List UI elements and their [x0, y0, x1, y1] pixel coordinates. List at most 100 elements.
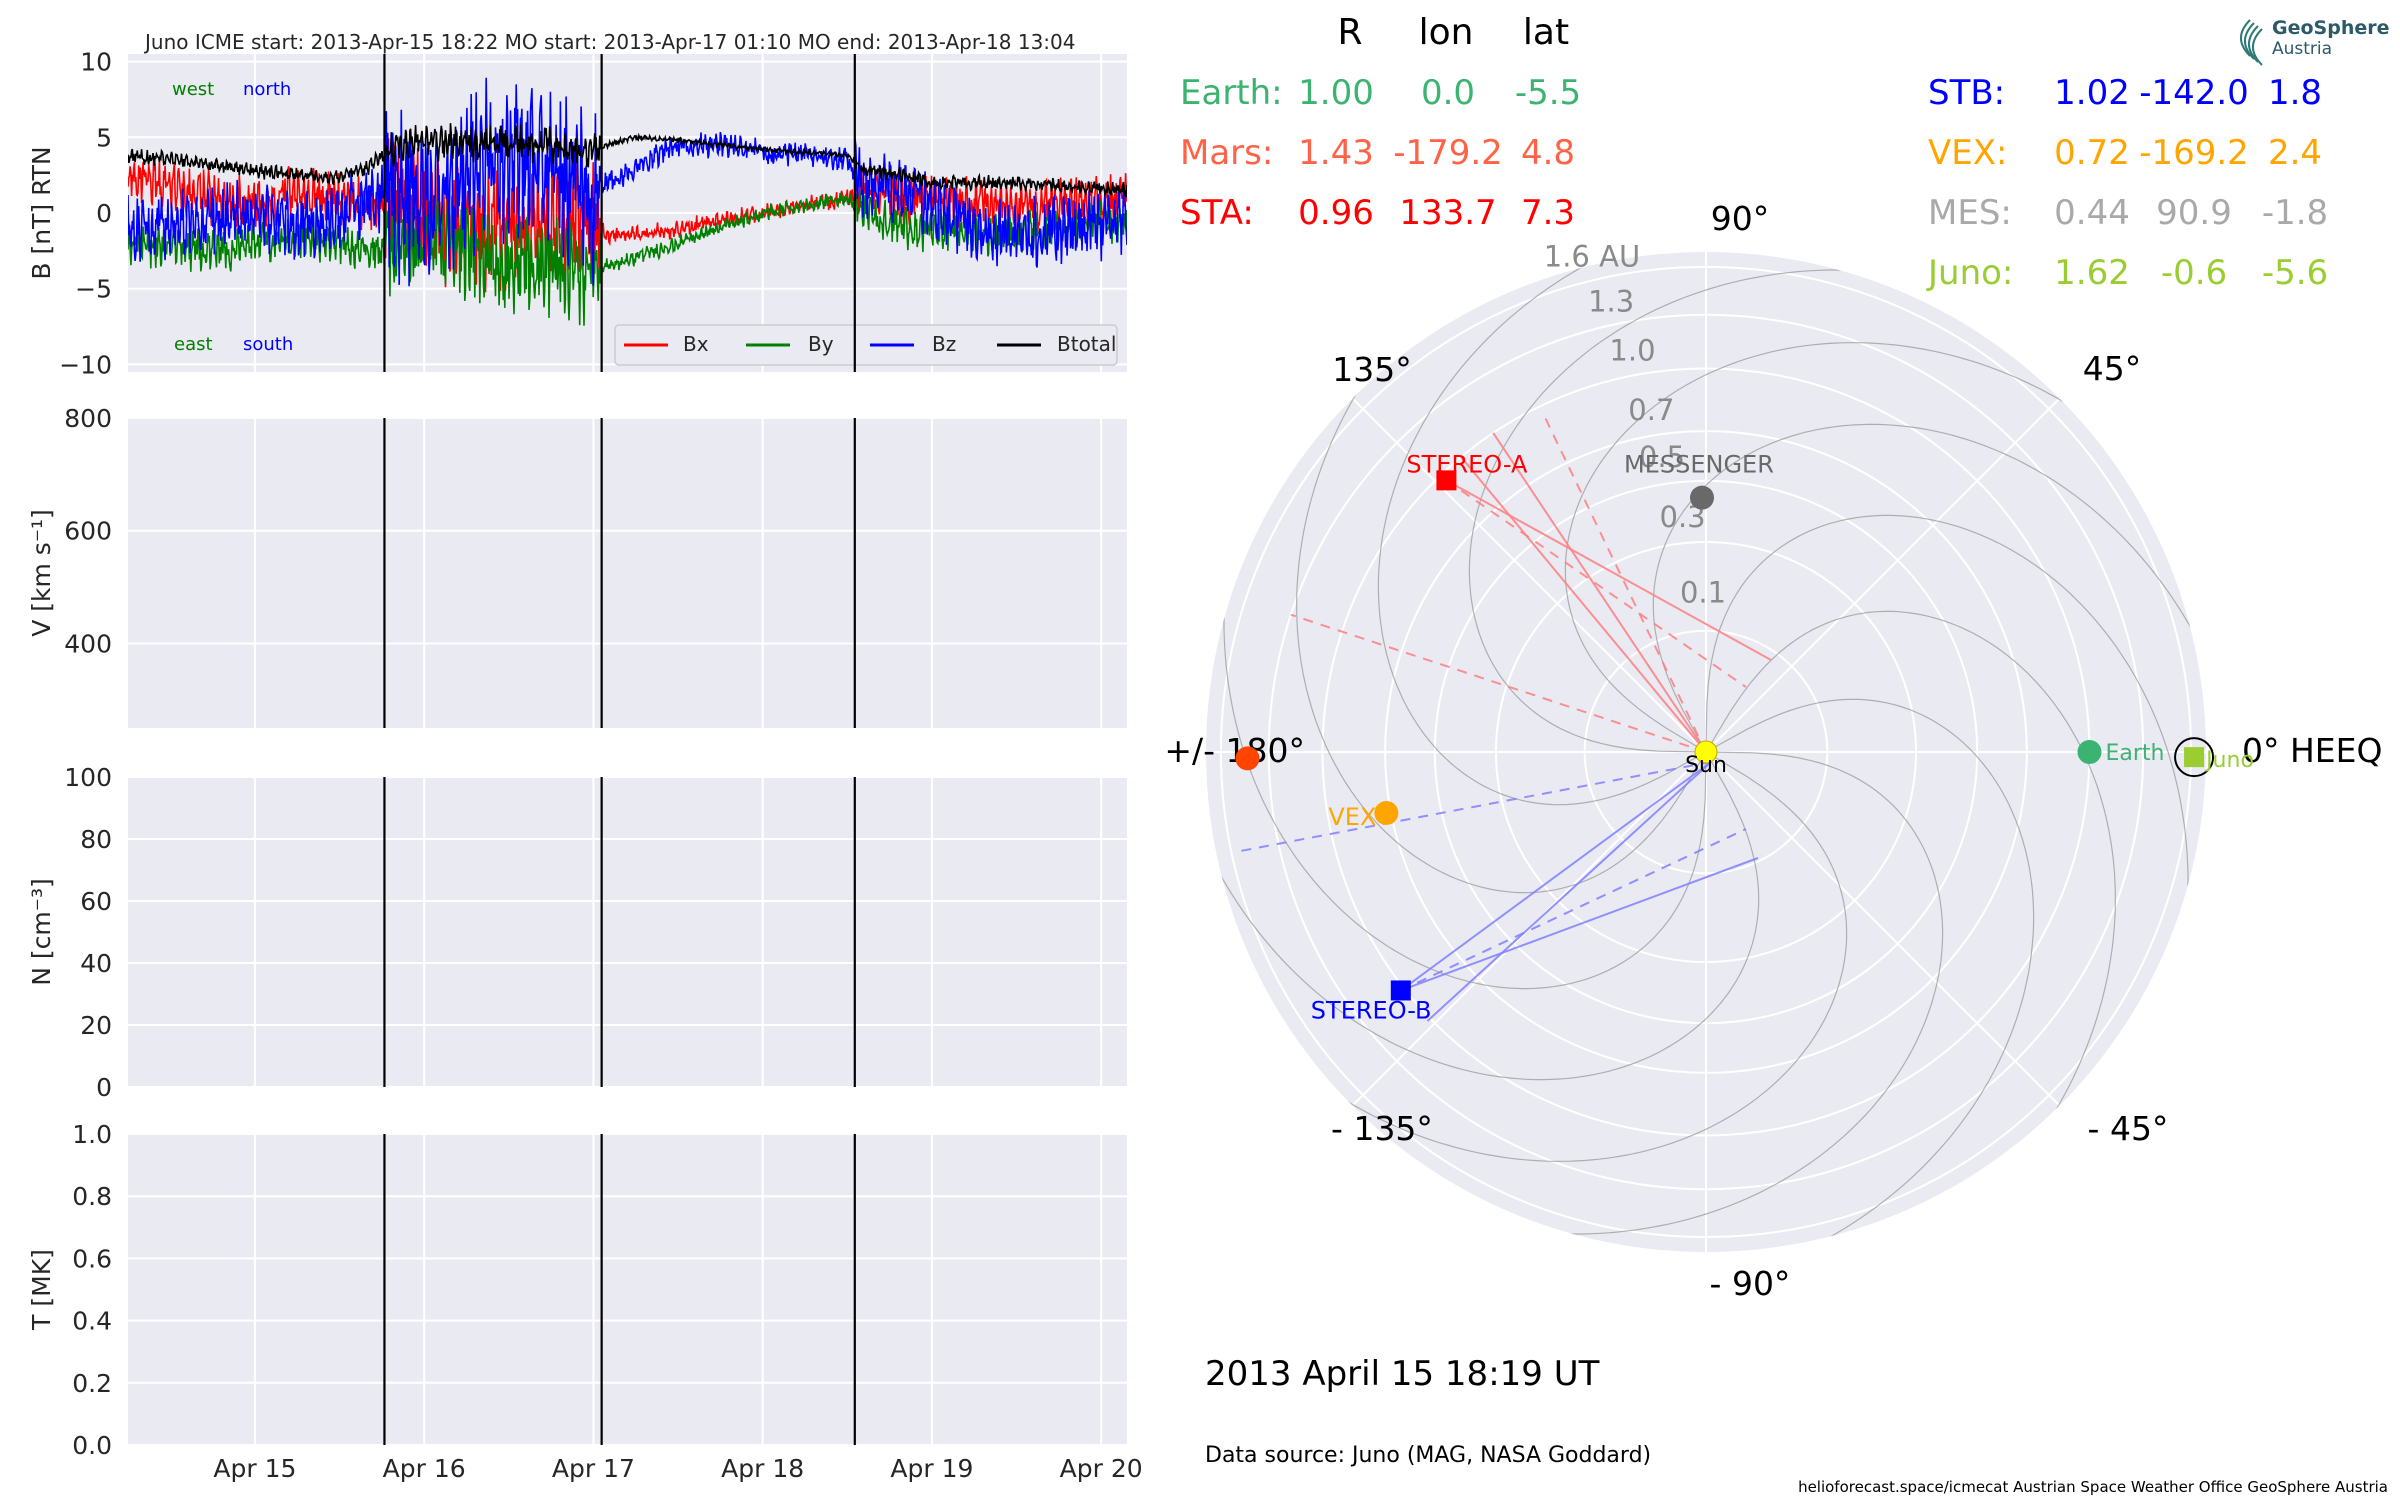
label-stereo-b: STEREO-B [1311, 996, 1432, 1024]
table-row-mes-r: 0.44 [2054, 193, 2130, 233]
legend-label-bz: Bz [932, 332, 956, 356]
panel-n-ytick-label: 60 [80, 887, 112, 916]
legend-box [614, 324, 1118, 366]
juno-highlight-ring [2174, 737, 2215, 778]
xtick-label: Apr 17 [552, 1454, 635, 1483]
marker-stereo-b [1390, 980, 1411, 1001]
parker-spiral-line [1652, 423, 2206, 753]
table-row-mars-lat: 4.8 [1521, 133, 1575, 173]
panel-t-ytick-label: 1.0 [72, 1120, 112, 1149]
marker-vex [1374, 800, 1399, 825]
parker-spiral-line [1705, 698, 2035, 1252]
panel-b-ytick-label: −5 [75, 275, 112, 304]
sta-field-line [1543, 414, 1707, 753]
parker-spiral-line [1206, 751, 1760, 1081]
panel-n-ytick-label: 20 [80, 1011, 112, 1040]
polar-radius-label: 1.6 AU [1544, 239, 1640, 273]
marker-stereo-a [1436, 470, 1457, 491]
legend-label-bx: Bx [683, 332, 709, 356]
xtick-label: Apr 18 [721, 1454, 804, 1483]
data-source-label: Data source: Juno (MAG, NASA Goddard) [1205, 1443, 1651, 1468]
panel-n-ytick-label: 0 [96, 1073, 112, 1102]
table-row-sta-name: STA: [1180, 193, 1254, 233]
series-btotal-line [128, 123, 1127, 198]
sta-field-line [1445, 479, 1747, 688]
polar-angle-label: 90° [1711, 199, 1770, 238]
polar-angular-gridline [1705, 751, 2061, 1107]
panel-t-ytick-label: 0.2 [72, 1369, 112, 1398]
polar-angle-label: 135° [1332, 350, 1412, 389]
panel-t-ytick-label: 0.6 [72, 1244, 112, 1273]
parker-spiral-line [1223, 571, 1707, 990]
panel-b-ytick-label: 0 [96, 199, 112, 228]
label-messenger: MESSENGER [1624, 451, 1774, 479]
polar-angle-label: - 90° [1710, 1264, 1791, 1303]
legend-label-btotal: Btotal [1057, 332, 1116, 356]
stb-field-line [1238, 761, 1712, 853]
table-row-sta-r: 0.96 [1298, 193, 1374, 233]
sta-field-line [1445, 479, 1772, 661]
label-juno: Juno [2204, 748, 2254, 773]
table-row-mars-lon: -179.2 [1393, 133, 1503, 173]
parker-spiral-line [1468, 269, 1887, 753]
logo-arc-icon [2252, 28, 2263, 66]
polar-radius-label: 1.3 [1588, 284, 1634, 318]
polar-angle-label: - 135° [1331, 1109, 1433, 1148]
label-vex: VEX [1328, 803, 1376, 831]
logo-text-line1: GeoSphere [2272, 17, 2390, 39]
table-row-vex-lon: -169.2 [2139, 133, 2249, 173]
panel-b-ytick-label: −10 [59, 350, 112, 379]
logo-text-line2: Austria [2272, 39, 2332, 59]
table-row-mars-name: Mars: [1180, 133, 1273, 173]
panel-b-ytick-label: 5 [96, 123, 112, 152]
table-col-header-lat: lat [1523, 12, 1569, 53]
table-row-stb-r: 1.02 [2054, 73, 2130, 113]
polar-radius-label: 0.7 [1628, 393, 1674, 427]
footer-credits: helioforecast.space/icmecat Austrian Spa… [1798, 1478, 2388, 1496]
panel-t-ytick-label: 0.8 [72, 1182, 112, 1211]
marker-juno [2184, 747, 2205, 768]
series-bx-line [128, 138, 1127, 293]
stb-field-line [1400, 761, 1712, 992]
xtick-label: Apr 19 [890, 1454, 973, 1483]
panel-v-ytick-label: 800 [64, 404, 112, 433]
logo-arc-icon [2248, 25, 2259, 63]
sta-field-line [1460, 456, 1707, 753]
table-row-juno-name: Juno: [1926, 253, 2013, 293]
table-row-juno-r: 1.62 [2054, 253, 2130, 293]
panel-t-ylabel: T [MK] [27, 1249, 56, 1331]
series-bz-line [128, 77, 1127, 287]
annotation-south: south [243, 334, 293, 355]
panel-t-ytick-label: 0.4 [72, 1307, 112, 1336]
sun-marker [1694, 740, 1718, 764]
table-row-vex-lat: 2.4 [2268, 133, 2322, 173]
parker-spiral-line [1705, 610, 2116, 1149]
polar-angular-gridline [1705, 397, 2061, 753]
polar-angular-gridline [1351, 397, 1707, 753]
sta-field-line [1492, 432, 1707, 753]
table-row-earth-lat: -5.5 [1515, 73, 1581, 113]
sun-label: Sun [1685, 753, 1727, 778]
parker-spiral-line [1296, 355, 1707, 894]
table-row-vex-r: 0.72 [2054, 133, 2130, 173]
legend: Bx By Bz Btotal [614, 324, 1118, 366]
annotation-east: east [174, 334, 213, 355]
label-stereo-a: STEREO-A [1406, 450, 1528, 478]
panel-b-series-group [128, 77, 1127, 326]
polar-radius-label: 0.5 [1639, 440, 1685, 474]
table-row-stb-lon: -142.0 [2139, 73, 2249, 113]
panel-n-ytick-label: 100 [64, 763, 112, 792]
table-row-sta-lat: 7.3 [1521, 193, 1575, 233]
panel-n-background [128, 777, 1127, 1087]
table-row-juno-lat: -5.6 [2262, 253, 2328, 293]
stb-field-line [1426, 761, 1712, 1022]
table-row-earth-r: 1.00 [1298, 73, 1374, 113]
logo-arc-icon [2240, 19, 2251, 57]
table-col-header-lon: lon [1419, 12, 1474, 53]
panel-t-ytick-label: 0.0 [72, 1431, 112, 1460]
table-row-juno-lon: -0.6 [2161, 253, 2227, 293]
polar-radius-label: 1.0 [1609, 333, 1655, 367]
stb-field-line [1400, 828, 1747, 992]
